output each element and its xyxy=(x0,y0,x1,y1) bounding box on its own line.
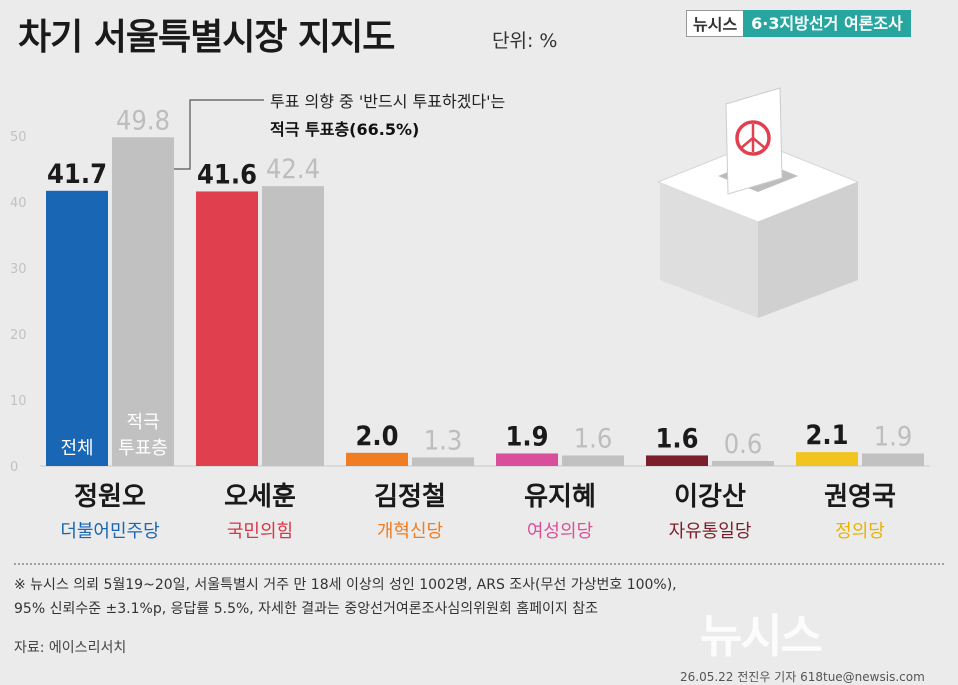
value-label-overall: 41.7 xyxy=(47,159,107,190)
bar-active-voters xyxy=(112,137,174,466)
watermark: 뉴시스 xyxy=(700,609,823,663)
value-label-active: 0.6 xyxy=(724,429,763,460)
y-tick-label: 40 xyxy=(10,196,27,211)
y-tick-label: 30 xyxy=(10,262,27,277)
party-name: 더불어민주당 xyxy=(60,521,159,542)
party-name: 정의당 xyxy=(835,521,885,542)
candidate-name: 유지혜 xyxy=(524,482,596,512)
bar-overall xyxy=(196,191,258,466)
value-label-overall: 1.9 xyxy=(505,421,548,452)
candidate-name: 권영국 xyxy=(824,482,896,512)
y-tick-label: 10 xyxy=(10,394,27,409)
legend-overall-label: 전체 xyxy=(60,438,93,459)
value-label-overall: 2.1 xyxy=(805,420,848,451)
series-badge: 뉴시스 6·3지방선거 여론조사 xyxy=(686,10,911,37)
bar-active-voters xyxy=(412,457,474,466)
footnote-line1: ※ 뉴시스 의뢰 5월19~20일, 서울특별시 거주 만 18세 이상의 성인… xyxy=(14,577,677,593)
candidate-name: 이강산 xyxy=(674,482,746,512)
candidate-name: 오세훈 xyxy=(224,482,296,512)
value-label-overall: 1.6 xyxy=(655,423,698,454)
value-label-active: 42.4 xyxy=(266,154,320,185)
bar-active-voters xyxy=(712,461,774,466)
annotation-line1: 투표 의향 중 '반드시 투표하겠다'는 xyxy=(270,92,506,111)
badge-brand: 뉴시스 xyxy=(686,10,744,37)
value-label-active: 1.3 xyxy=(424,425,463,456)
page-title: 차기 서울특별시장 지지도 xyxy=(18,17,395,58)
y-tick-label: 20 xyxy=(10,328,27,343)
bar-active-voters xyxy=(262,186,324,466)
candidate-name: 김정철 xyxy=(374,482,446,512)
party-name: 개혁신당 xyxy=(377,521,443,542)
value-label-overall: 41.6 xyxy=(197,159,257,190)
credit-label: 26.05.22 전진우 기자 618tue@newsis.com xyxy=(680,670,925,684)
bar-overall xyxy=(346,452,408,466)
candidate-name: 정원오 xyxy=(74,482,146,512)
bar-active-voters xyxy=(562,455,624,466)
footnote-line2: 95% 신뢰수준 ±3.1%p, 응답률 5.5%, 자세한 결과는 중앙선거여… xyxy=(14,601,598,617)
bar-overall xyxy=(46,190,108,466)
y-tick-label: 0 xyxy=(10,460,18,475)
value-label-active: 1.9 xyxy=(874,421,913,452)
party-name: 국민의힘 xyxy=(227,521,293,542)
bar-overall xyxy=(646,455,708,466)
party-name: 여성의당 xyxy=(527,521,593,542)
bar-overall xyxy=(496,453,558,466)
y-tick-label: 50 xyxy=(10,130,27,145)
legend-active-label-2: 투표층 xyxy=(118,438,168,459)
annotation-line2: 적극 투표층(66.5%) xyxy=(270,120,420,139)
bar-active-voters xyxy=(862,453,924,466)
badge-label: 6·3지방선거 여론조사 xyxy=(743,10,911,37)
unit-label: 단위: % xyxy=(492,30,558,52)
ballot-box-icon xyxy=(656,87,860,318)
bar-overall xyxy=(796,452,858,466)
source-label: 자료: 에이스리서치 xyxy=(14,640,127,656)
value-label-overall: 2.0 xyxy=(355,421,398,452)
party-name: 자유통일당 xyxy=(669,521,752,542)
legend-active-label-1: 적극 xyxy=(126,412,159,433)
value-label-active: 49.8 xyxy=(116,105,170,136)
value-label-active: 1.6 xyxy=(574,423,613,454)
